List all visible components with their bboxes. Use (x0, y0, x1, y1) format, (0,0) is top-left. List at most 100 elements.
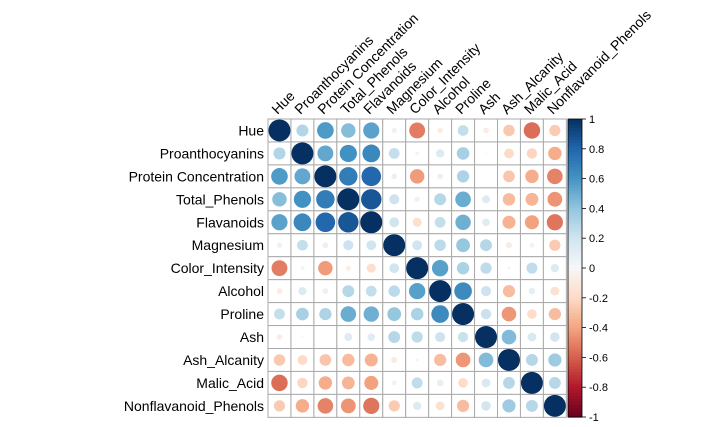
colorbar-segment (568, 223, 582, 227)
correlation-circle-12-2 (317, 398, 334, 414)
correlation-circle-10-5 (391, 356, 398, 364)
colorbar-segment (568, 268, 582, 272)
correlation-circle-1-7 (436, 149, 445, 158)
colorbar-segment (568, 294, 582, 299)
colorbar-segment (568, 127, 582, 132)
correlation-circle-12-4 (363, 397, 380, 414)
correlation-circle-4-2 (315, 212, 336, 233)
correlation-circle-11-0 (271, 374, 288, 392)
correlation-circle-12-5 (388, 400, 400, 412)
colorbar-segment (568, 288, 582, 293)
colorbar-segment (568, 265, 582, 269)
colorbar-segment (568, 145, 582, 150)
correlation-circle-6-9 (480, 262, 492, 274)
colorbar-segment (568, 348, 582, 353)
row-label: Proline (220, 306, 264, 322)
correlation-circle-3-6 (414, 196, 420, 203)
correlation-circle-1-6 (415, 151, 420, 156)
correlation-circle-0-2 (317, 122, 334, 139)
correlation-circle-2-2 (314, 165, 337, 188)
correlation-circle-4-11 (524, 215, 539, 230)
correlation-circle-0-8 (457, 125, 469, 136)
colorbar-segment (568, 372, 582, 376)
correlation-cells (267, 118, 567, 418)
colorbar-segment (568, 342, 582, 347)
colorbar-segment (568, 193, 582, 198)
correlation-circle-3-1 (293, 190, 312, 208)
colorbar-segment (568, 226, 582, 230)
colorbar-segment (568, 282, 582, 287)
correlation-circle-9-6 (411, 331, 423, 343)
colorbar-tick-label: 0.8 (589, 144, 604, 156)
row-label: Malic_Acid (196, 375, 264, 391)
correlation-circle-7-7 (429, 280, 452, 303)
correlation-circle-6-6 (406, 257, 429, 280)
colorbar-segment (568, 205, 582, 209)
colorbar-tick-label: -1 (589, 412, 599, 424)
correlation-circle-0-0 (268, 119, 291, 142)
colorbar-segment (568, 187, 582, 192)
colorbar-segment (568, 375, 582, 379)
colorbar-segment (568, 184, 582, 189)
correlation-circle-6-11 (526, 262, 538, 274)
colorbar-segment (568, 390, 582, 394)
colorbar-segment (568, 214, 582, 218)
correlation-circle-4-5 (389, 217, 400, 228)
correlation-circle-10-1 (297, 355, 308, 365)
correlation-circle-2-12 (547, 168, 563, 185)
colorbar-tick-label: -0.8 (589, 382, 608, 394)
correlation-circle-10-6 (415, 358, 419, 362)
colorbar-segment (568, 402, 582, 406)
correlation-circle-4-7 (434, 216, 446, 228)
colorbar-tick-label: 0.6 (589, 174, 604, 186)
colorbar: -1 -0.8 -0.6 -0.4 -0.2 0 0.2 0.4 0.6 0.8 1 (567, 114, 608, 424)
correlation-circle-5-0 (276, 242, 283, 248)
correlation-circle-9-8 (457, 331, 469, 343)
correlation-circle-11-7 (436, 379, 444, 387)
correlation-circle-3-8 (455, 191, 471, 208)
colorbar-segment (568, 300, 582, 305)
colorbar-tick-label: 0.2 (589, 233, 604, 245)
correlation-circle-5-6 (412, 240, 423, 251)
row-label: Total_Phenols (176, 191, 264, 207)
correlation-circle-12-8 (456, 399, 470, 413)
colorbar-segment (568, 250, 582, 254)
colorbar-segment (568, 324, 582, 329)
correlation-circle-4-0 (271, 214, 288, 231)
colorbar-segment (568, 297, 582, 302)
colorbar-segment (568, 384, 582, 388)
colorbar-segment (568, 199, 582, 204)
row-label: Ash (240, 329, 264, 345)
correlation-circle-0-1 (296, 124, 309, 137)
colorbar-segment (568, 202, 582, 207)
correlation-circle-12-12 (543, 394, 566, 417)
correlation-circle-2-10 (503, 170, 515, 183)
colorbar-segment (568, 399, 582, 403)
row-label: Hue (238, 122, 264, 138)
colorbar-segment (568, 276, 582, 281)
correlation-circle-10-7 (433, 353, 447, 367)
colorbar-segment (568, 133, 582, 138)
correlation-circle-8-9 (480, 308, 492, 320)
colorbar-segment (568, 351, 582, 356)
colorbar-segment (568, 321, 582, 326)
colorbar-segment (568, 381, 582, 385)
colorbar-segment (568, 387, 582, 391)
colorbar-segment (568, 270, 582, 275)
colorbar-segment (568, 211, 582, 215)
correlation-circle-6-7 (431, 260, 449, 277)
correlation-circle-8-7 (431, 305, 449, 323)
correlation-circle-12-1 (295, 399, 310, 413)
correlation-circle-2-11 (525, 169, 539, 184)
correlation-circle-12-7 (435, 401, 445, 411)
correlation-circle-4-9 (482, 218, 490, 227)
colorbar-segment (568, 121, 582, 126)
colorbar-segment (568, 142, 582, 147)
correlation-circle-9-1 (301, 335, 304, 339)
colorbar-segment (568, 232, 582, 236)
row-label: Proanthocyanins (160, 145, 264, 161)
correlation-circle-1-2 (317, 145, 334, 162)
row-label: Magnesium (192, 237, 264, 253)
colorbar-segment (568, 238, 582, 242)
correlation-circle-0-6 (409, 122, 426, 139)
